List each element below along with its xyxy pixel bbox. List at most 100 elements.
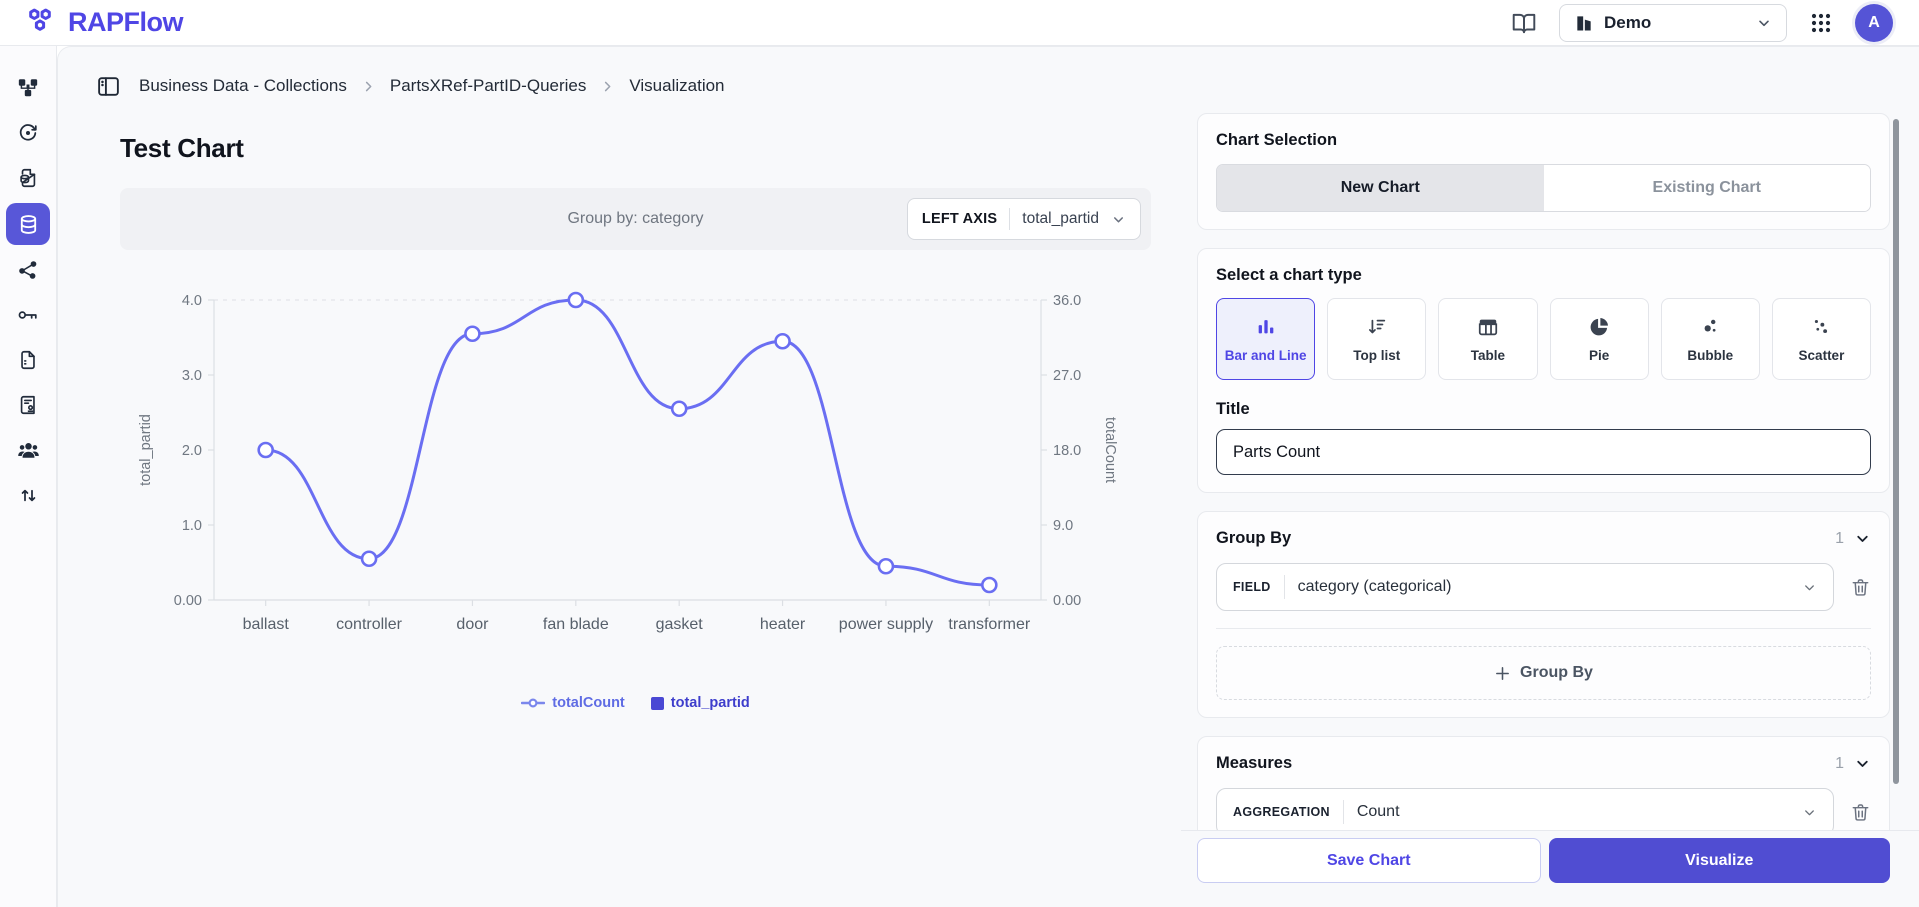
add-group-by-label: Group By bbox=[1520, 664, 1593, 681]
chart-type-label: Bar and Line bbox=[1224, 347, 1307, 363]
breadcrumb-item-visualization[interactable]: Visualization bbox=[629, 76, 725, 95]
field-tag: FIELD bbox=[1233, 580, 1271, 594]
chart-selection-tabs: New Chart Existing Chart bbox=[1216, 164, 1871, 212]
measures-title: Measures bbox=[1216, 754, 1293, 772]
workspace-name: Demo bbox=[1604, 12, 1652, 32]
chart-type-bar-and-line[interactable]: Bar and Line bbox=[1216, 298, 1316, 380]
chevron-down-icon bbox=[1805, 809, 1814, 815]
plus-icon bbox=[1496, 666, 1509, 680]
sidebar-item-approvals[interactable] bbox=[8, 385, 48, 425]
apps-grid-button[interactable] bbox=[1809, 11, 1833, 35]
sidebar-item-sync[interactable] bbox=[8, 113, 48, 153]
data-point-marker bbox=[464, 325, 481, 343]
breadcrumb-item-collections[interactable]: Business Data - Collections bbox=[139, 76, 347, 95]
field-tag: AGGREGATION bbox=[1233, 805, 1330, 819]
line-chart: 4.0 36.0 3.0 27.0 2.0 18.0 1.0 9.0 0.00 0.00 balla… bbox=[120, 286, 1151, 649]
left-tick-label: 4.0 bbox=[182, 293, 202, 309]
sidebar-item-data-sources[interactable] bbox=[8, 158, 48, 198]
tab-existing-chart[interactable]: Existing Chart bbox=[1543, 165, 1870, 211]
category-label: heater bbox=[760, 616, 806, 633]
sidebar-item-users[interactable] bbox=[8, 430, 48, 470]
chart-section: Test Chart Group by: category LEFT AXIS … bbox=[120, 111, 1151, 907]
breadcrumb-item-queries[interactable]: PartsXRef-PartID-Queries bbox=[389, 76, 587, 95]
app-logo[interactable]: RAPFlow bbox=[22, 5, 184, 41]
chart-type-pie[interactable]: Pie bbox=[1549, 298, 1649, 380]
workspace-icon bbox=[1577, 15, 1591, 30]
data-point-marker bbox=[877, 557, 895, 575]
right-tick-label: 18.0 bbox=[1053, 443, 1081, 459]
right-tick-label: 0.00 bbox=[1053, 593, 1081, 609]
group-by-field-select[interactable]: FIELD category (categorical) bbox=[1216, 563, 1834, 611]
left-tick-label: 0.00 bbox=[174, 593, 202, 609]
left-axis-selector[interactable]: LEFT AXIS total_partid bbox=[906, 198, 1141, 240]
file-icon bbox=[21, 350, 35, 370]
save-chart-button[interactable]: Save Chart bbox=[1197, 838, 1541, 883]
workspace-selector[interactable]: Demo bbox=[1559, 3, 1787, 42]
sidebar-item-collections[interactable] bbox=[6, 203, 50, 245]
measures-count: 1 bbox=[1835, 754, 1844, 772]
panel-scrollbar[interactable] bbox=[1893, 119, 1899, 784]
chart-type-label: Bubble bbox=[1687, 347, 1734, 363]
data-point-marker bbox=[257, 441, 274, 459]
collapse-panel-button[interactable] bbox=[96, 74, 121, 99]
chart-type-table[interactable]: Table bbox=[1438, 298, 1538, 380]
bubble-icon bbox=[1704, 319, 1716, 332]
document-stamp-icon bbox=[20, 395, 35, 415]
tab-new-chart[interactable]: New Chart bbox=[1217, 165, 1544, 211]
collapse-chevron-icon[interactable] bbox=[1854, 530, 1871, 547]
workflow-icon bbox=[18, 79, 38, 97]
delete-group-by-button[interactable] bbox=[1850, 577, 1871, 598]
add-group-by-button[interactable]: Group By bbox=[1216, 646, 1871, 700]
category-label: gasket bbox=[656, 616, 704, 633]
page-title: Test Chart bbox=[120, 133, 244, 163]
chart-type-title: Select a chart type bbox=[1216, 266, 1362, 284]
user-avatar[interactable]: A bbox=[1855, 3, 1893, 42]
sidebar-item-graph[interactable] bbox=[8, 250, 48, 290]
legend-item-totalcount[interactable]: totalCount bbox=[521, 695, 625, 711]
line-chart-svg: 4.0 36.0 3.0 27.0 2.0 18.0 1.0 9.0 0.00 0.00 balla… bbox=[138, 291, 1118, 633]
data-point-marker bbox=[360, 550, 378, 568]
chevron-down-icon bbox=[1805, 584, 1814, 590]
left-axis-label: LEFT AXIS bbox=[921, 211, 998, 227]
database-icon bbox=[20, 214, 36, 234]
chevron-down-icon bbox=[1114, 216, 1123, 222]
category-label: fan blade bbox=[543, 616, 609, 633]
data-point-marker bbox=[670, 400, 688, 418]
sidebar-item-workflow[interactable] bbox=[8, 68, 48, 108]
chart-type-scatter[interactable]: Scatter bbox=[1771, 298, 1872, 380]
chart-type-top-list[interactable]: Top list bbox=[1327, 298, 1427, 380]
docs-button[interactable] bbox=[1511, 10, 1537, 36]
trash-icon bbox=[1852, 578, 1869, 596]
database-file-icon bbox=[20, 168, 36, 188]
category-label: controller bbox=[336, 616, 402, 633]
pie-icon bbox=[1590, 317, 1609, 335]
top-list-icon bbox=[1368, 319, 1385, 333]
left-axis-title: total_partid bbox=[138, 414, 154, 486]
delete-measure-button[interactable] bbox=[1850, 802, 1871, 823]
category-label: transformer bbox=[948, 616, 1030, 633]
bar-chart-icon bbox=[1258, 319, 1273, 333]
sidebar-item-keys[interactable] bbox=[8, 295, 48, 335]
sort-arrows-icon bbox=[21, 489, 35, 501]
left-tick-label: 3.0 bbox=[182, 368, 202, 384]
sidebar-item-files[interactable] bbox=[8, 340, 48, 380]
title-field-label: Title bbox=[1216, 400, 1250, 418]
visualize-button[interactable]: Visualize bbox=[1548, 838, 1890, 883]
chart-selection-title: Chart Selection bbox=[1216, 131, 1338, 149]
collapse-chevron-icon[interactable] bbox=[1854, 755, 1871, 772]
chart-type-bubble[interactable]: Bubble bbox=[1660, 298, 1760, 380]
table-icon bbox=[1478, 319, 1498, 335]
sync-icon bbox=[19, 124, 37, 141]
field-value: category (categorical) bbox=[1297, 578, 1452, 595]
measure-aggregation-select[interactable]: AGGREGATION Count bbox=[1216, 788, 1834, 830]
field-value: Count bbox=[1356, 803, 1400, 820]
group-by-caption: Group by: category bbox=[567, 210, 704, 227]
right-tick-label: 9.0 bbox=[1053, 518, 1073, 534]
divider bbox=[1283, 575, 1285, 599]
sidebar-item-transfer[interactable] bbox=[8, 475, 48, 515]
chart-type-options: Bar and Line Top list bbox=[1216, 298, 1872, 380]
chart-title-input[interactable] bbox=[1216, 429, 1871, 475]
panel-scroll-area: Chart Selection New Chart Existing Chart… bbox=[1197, 113, 1890, 830]
legend-item-total-partid[interactable]: total_partid bbox=[650, 695, 750, 711]
legend-label: total_partid bbox=[670, 695, 750, 711]
